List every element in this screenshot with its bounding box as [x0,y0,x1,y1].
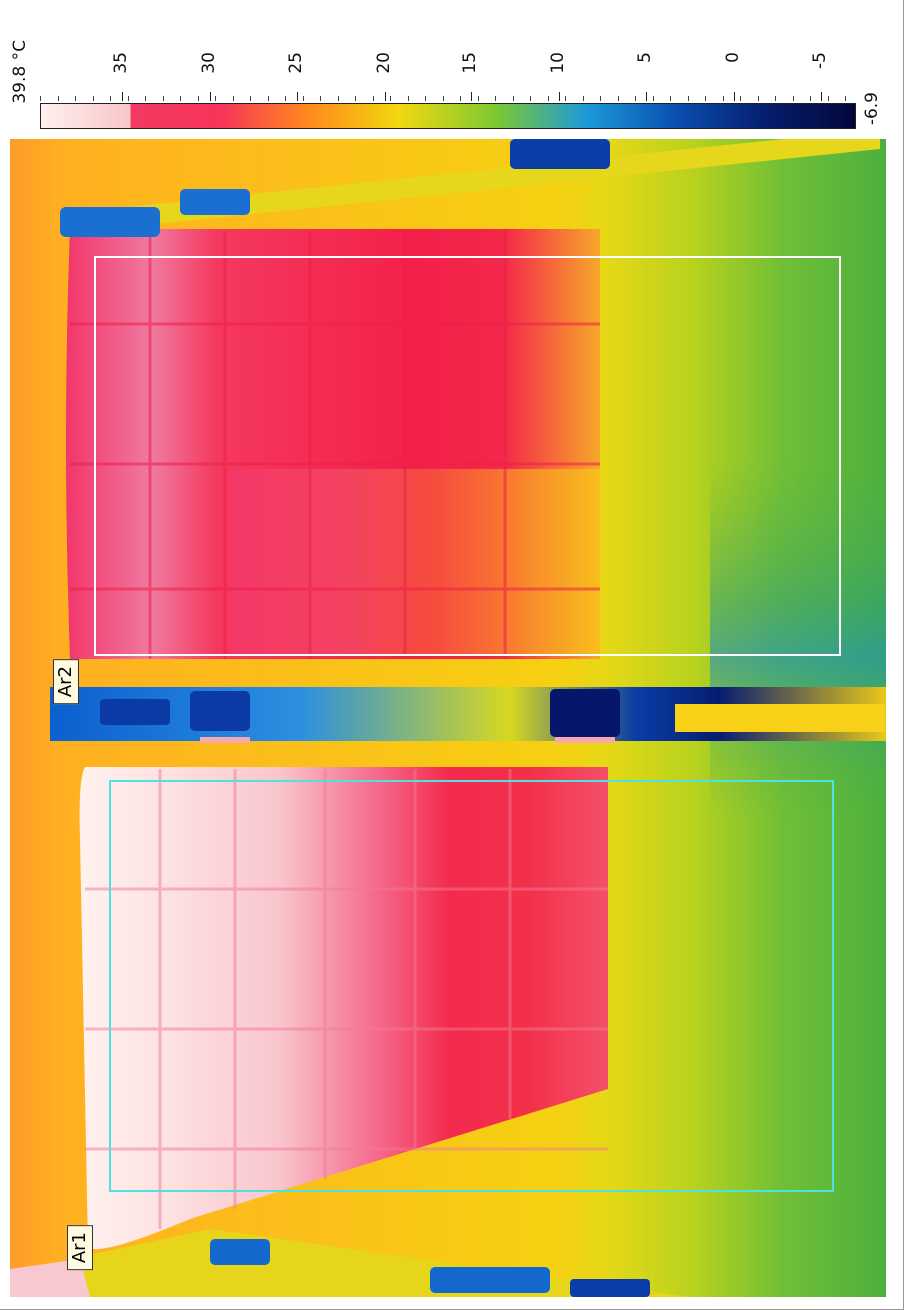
scale-minor-tick [705,96,706,101]
roi-ar1-outline [109,780,834,1192]
scale-minor-tick [495,96,496,101]
scale-minor-tick [338,96,339,101]
scale-tick-label: 25 [286,52,306,74]
scale-tick-mark [122,92,123,101]
scale-minor-tick [233,96,234,101]
scale-minor-tick [40,96,41,101]
scale-minor-tick [303,96,304,101]
scale-minor-tick [723,96,724,101]
scale-minor-tick [618,96,619,101]
scale-minor-tick [688,96,689,101]
scale-minor-tick [180,96,181,101]
scale-minor-tick [425,96,426,101]
scale-minor-tick [513,96,514,101]
scale-minor-tick [320,96,321,101]
scale-tick-mark [210,92,211,101]
scale-minor-tick [373,96,374,101]
scale-minor-tick [810,96,811,101]
scale-minor-tick [355,96,356,101]
scale-minor-tick [740,96,741,101]
upper-rail-parts [60,139,610,237]
scale-minor-tick [775,96,776,101]
color-scale-bar [40,103,856,129]
scale-tick-mark [297,92,298,101]
scale-minor-tick [600,96,601,101]
scale-minor-tick [58,96,59,101]
scale-minor-tick [793,96,794,101]
scale-tick-mark [471,92,472,101]
roi-ar1-label: Ar1 [67,1225,93,1271]
scale-tick-label: 15 [460,52,480,74]
thermal-scene [10,139,886,1297]
scale-minor-tick [215,96,216,101]
scale-minor-tick [93,96,94,101]
panel-upper-cooler [230,469,600,654]
panel-lower-cells [85,769,608,1229]
seam-hot-strip-2 [555,737,615,743]
upper-rail [60,139,880,234]
scale-minor-tick [408,96,409,101]
scale-minor-tick [268,96,269,101]
scale-tick-label: 10 [548,52,568,74]
scale-minor-tick [583,96,584,101]
scale-minor-tick [443,96,444,101]
scale-tick-label: 0 [723,52,743,63]
roi-ar2-outline [94,256,841,656]
temperature-scale: 39.8 °C -6.9 35 30 25 20 15 10 5 0 -5 [0,0,904,136]
panel-upper-cells [70,231,600,659]
scale-minor-tick [128,96,129,101]
scale-minor-tick [285,96,286,101]
seam-parts [100,689,620,737]
roi-ar2-label: Ar2 [53,659,79,705]
scale-minor-tick [845,96,846,101]
scale-minor-tick [828,96,829,101]
scale-minor-tick [110,96,111,101]
scale-minor-tick [548,96,549,101]
scale-minor-tick [635,96,636,101]
scale-min-label: -6.9 [862,92,882,126]
scale-minor-tick [250,96,251,101]
scale-minor-tick [198,96,199,101]
scale-minor-tick [163,96,164,101]
scale-minor-tick [390,96,391,101]
scale-tick-label: 35 [111,52,131,74]
scale-tick-mark [559,92,560,101]
scale-minor-tick [530,96,531,101]
scale-tick-mark [734,92,735,101]
scale-minor-tick [758,96,759,101]
scale-max-label: 39.8 °C [10,40,30,104]
scale-tick-label: -5 [810,52,830,69]
scale-tick-label: 5 [635,52,655,63]
scale-tick-mark [646,92,647,101]
scale-minor-tick [670,96,671,101]
seam-hot-strip [200,737,250,743]
scale-tick-label: 30 [199,52,219,74]
scale-tick-label: 20 [374,52,394,74]
scale-tick-mark [385,92,386,101]
scale-minor-tick [565,96,566,101]
scale-tick-mark [821,92,822,101]
scale-minor-tick [460,96,461,101]
scale-minor-tick [75,96,76,101]
seam-end [675,704,885,732]
scale-minor-tick [145,96,146,101]
scale-minor-tick [653,96,654,101]
lower-rail-parts [210,1239,650,1297]
background-cool-zone [710,459,886,819]
thermal-image: Ar2 Ar1 [10,139,886,1297]
scale-minor-tick [478,96,479,101]
